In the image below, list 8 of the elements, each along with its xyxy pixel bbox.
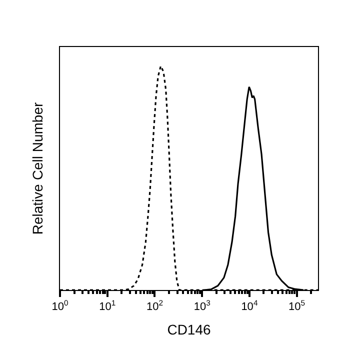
x-axis-title: CD146: [167, 322, 211, 338]
x-tick-label: 10$^{2}$: [146, 298, 163, 314]
x-tick-label: 10$^{3}$: [194, 298, 210, 314]
x-tick-label: 10$^{1}$: [99, 298, 116, 314]
x-tick-label: 10$^{4}$: [241, 298, 258, 314]
y-axis-title: Relative Cell Number: [30, 102, 46, 235]
x-tick-label: 10$^{0}$: [52, 298, 68, 314]
x-tick-label: 10$^{5}$: [288, 298, 306, 314]
